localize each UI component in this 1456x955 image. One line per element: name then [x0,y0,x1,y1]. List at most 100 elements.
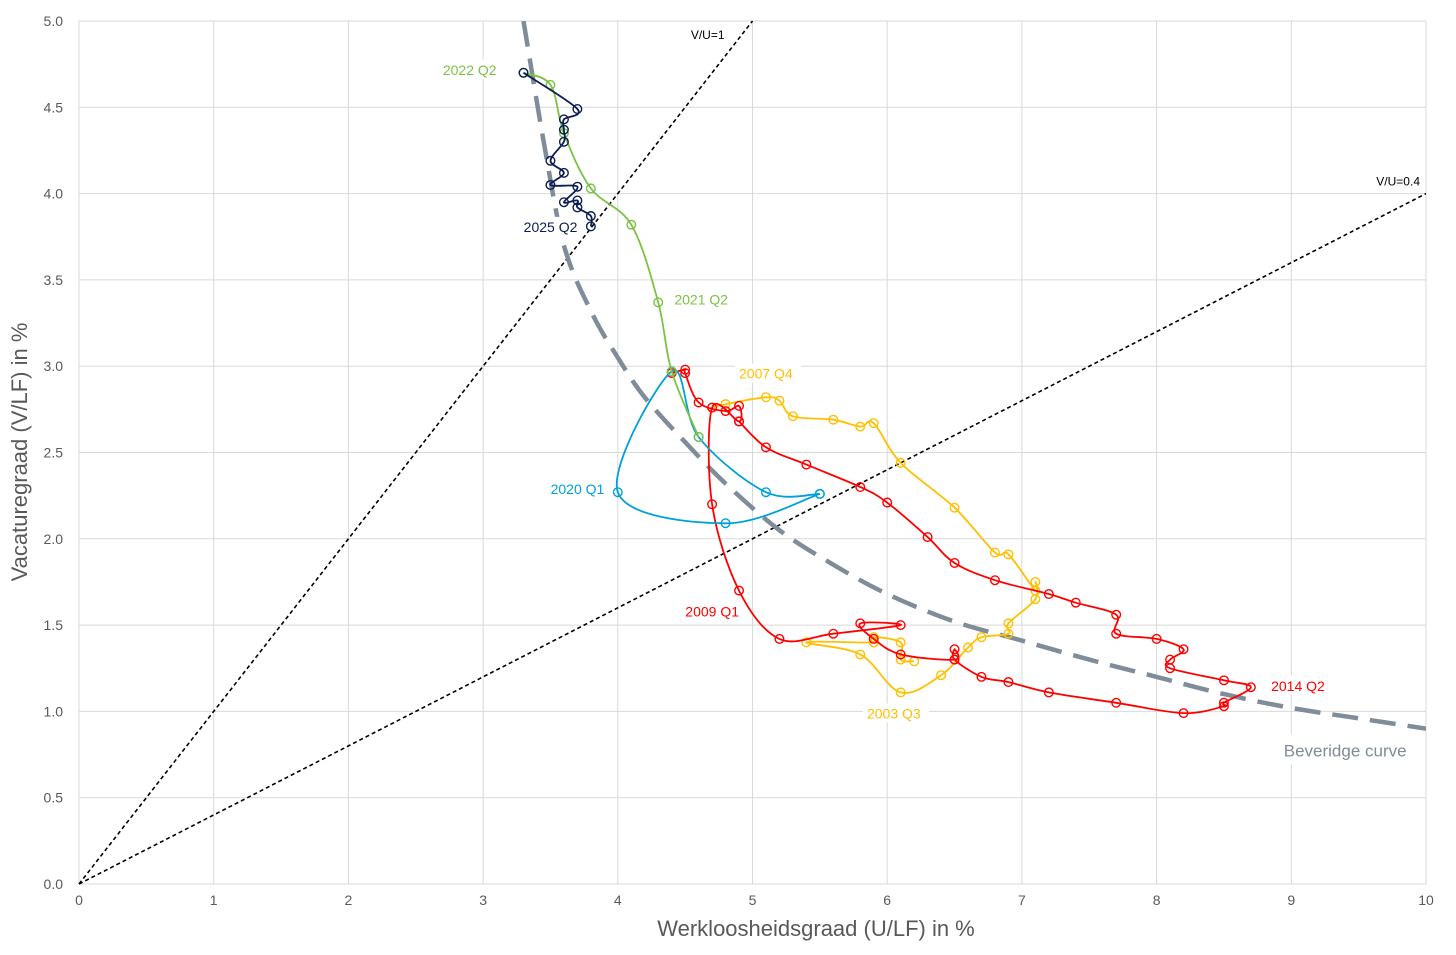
data-point [558,136,569,147]
data-point [989,547,1000,558]
x-tick-label: 4 [614,892,622,908]
data-point [518,67,529,78]
data-point [828,414,839,425]
data-point [895,620,906,631]
beveridge-label-bg [1250,733,1401,764]
data-point [801,637,812,648]
data-point [572,104,583,115]
annotation-bg [670,289,737,309]
data-point [720,518,731,529]
annotation-bg [434,59,501,79]
data-point [1165,654,1176,665]
annotation-bg [542,479,609,499]
annotation-bg [677,601,744,621]
data-point [936,670,947,681]
data-point [895,649,906,660]
data-point [949,654,960,665]
data-point [1043,589,1054,600]
data-point [1178,708,1189,719]
data-point [949,557,960,568]
y-tick-label: 3.5 [44,272,64,288]
data-point [585,221,596,232]
series-line [671,368,1252,715]
data-point [774,633,785,644]
series-group [518,67,1256,719]
series-2 [612,366,825,529]
x-tick-label: 3 [479,892,487,908]
data-point [680,364,691,375]
data-point [680,368,691,379]
tick-labels: 0 1 2 3 4 5 6 7 8 9 10 0.0 0.5 1.0 1.5 2.0 2.5 3.0 3.5 4.0 4… [44,13,1434,908]
data-point [1003,628,1014,639]
data-point [558,167,569,178]
y-tick-label: 1.0 [44,703,64,719]
y-tick-label: 2.5 [44,445,64,461]
data-point [760,487,771,498]
data-point [828,628,839,639]
data-point [1043,687,1054,698]
data-point [855,649,866,660]
annotation-label: 2014 Q2 [1271,678,1325,694]
data-point [693,431,704,442]
data-point [558,124,569,135]
data-point [1111,628,1122,639]
data-point [572,202,583,213]
data-point [612,487,623,498]
data-point [1151,633,1162,644]
x-tick-label: 1 [210,892,218,908]
y-tick-label: 1.5 [44,617,64,633]
data-point [734,416,745,427]
y-tick-label: 4.5 [44,99,64,115]
data-point [626,219,637,230]
data-point [760,442,771,453]
data-point [801,459,812,470]
data-point [1003,618,1014,629]
series-line [615,369,821,525]
data-point [949,502,960,513]
x-tick-label: 9 [1287,892,1295,908]
x-axis-title: Werkloosheidsgraad (U/LF) in % [657,916,975,941]
reference-line-label: V/U=0.4 [1376,175,1420,189]
data-point [585,183,596,194]
annotation-label: 2003 Q3 [867,706,921,722]
data-point [855,482,866,493]
data-point [558,197,569,208]
x-tick-label: 0 [75,892,83,908]
data-point [1245,682,1256,693]
annotation-bg [862,703,929,723]
data-point [895,687,906,698]
data-point [558,114,569,125]
data-point [572,181,583,192]
data-point [814,488,825,499]
data-point [976,671,987,682]
data-point [949,644,960,655]
data-point [1070,597,1081,608]
annotation-bg [515,216,582,236]
reference-lines: V/U=1 V/U=0.4 [78,20,1427,885]
y-tick-label: 3.0 [44,358,64,374]
data-point [545,179,556,190]
data-point [1178,644,1189,655]
data-point [976,632,987,643]
data-point [868,633,879,644]
data-point [787,411,798,422]
data-point [1111,697,1122,708]
data-point [855,618,866,629]
data-point [653,297,664,308]
annotation-label: 2025 Q2 [524,219,578,235]
annotation-label: 2021 Q2 [674,291,728,307]
x-tick-label: 10 [1418,892,1434,908]
data-point [922,532,933,543]
beveridge-curve-label: Beveridge curve [1284,741,1407,760]
data-point [1030,585,1041,596]
y-tick-label: 4.0 [44,186,64,202]
data-point [895,637,906,648]
data-point [895,457,906,468]
annotation-bg [1267,675,1334,695]
annotation-label: 2007 Q4 [739,366,793,382]
data-point [963,642,974,653]
series-4 [518,67,596,232]
